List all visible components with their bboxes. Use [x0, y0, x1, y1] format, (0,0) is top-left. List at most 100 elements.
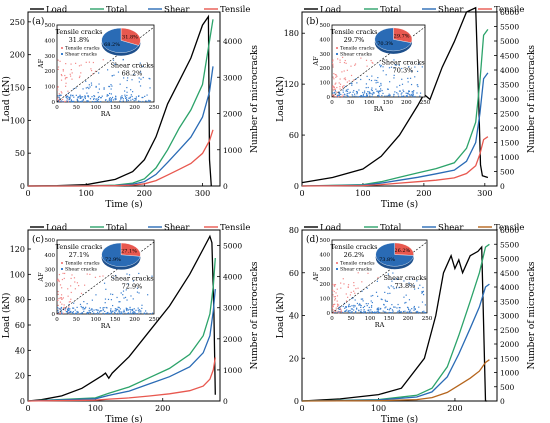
shear-crack-point [334, 90, 336, 92]
inset-tensile-percent: 29.7% [344, 36, 365, 44]
tensile-crack-point [57, 293, 59, 296]
shear-crack-point [356, 92, 358, 94]
shear-crack-point [136, 287, 139, 289]
tensile-crack-point [57, 68, 59, 71]
tensile-crack-point [336, 75, 338, 77]
shear-crack-point [95, 309, 97, 311]
shear-crack-point [387, 286, 389, 288]
shear-crack-point [397, 278, 399, 280]
shear-crack-point [369, 311, 371, 314]
shear-crack-point [338, 92, 341, 94]
shear-crack-point [363, 309, 365, 311]
tensile-crack-point [61, 303, 63, 305]
shear-crack-point [96, 98, 98, 100]
shear-crack-point [140, 312, 142, 314]
shear-crack-point [106, 95, 108, 97]
shear-crack-point [83, 308, 86, 310]
shear-crack-point [396, 92, 398, 94]
shear-crack-point [102, 309, 104, 311]
shear-crack-point [102, 307, 104, 309]
shear-crack-point [356, 308, 358, 310]
tensile-crack-point [58, 279, 60, 281]
shear-crack-point [410, 83, 413, 86]
shear-crack-point [398, 311, 400, 313]
shear-crack-point [410, 311, 413, 314]
y2-tick-label: 3500 [500, 297, 519, 306]
shear-crack-point [379, 90, 382, 92]
shear-crack-point [118, 301, 120, 303]
shear-crack-point [126, 299, 128, 301]
shear-crack-point [381, 94, 383, 97]
shear-crack-point [379, 308, 382, 310]
shear-crack-point [370, 306, 373, 308]
shear-crack-point [108, 99, 110, 101]
shear-crack-point [370, 295, 372, 297]
tensile-crack-point [350, 65, 352, 67]
shear-crack-point [402, 95, 404, 98]
tensile-crack-point [342, 85, 344, 88]
shear-crack-point [122, 290, 125, 292]
inset-y-tick-label: 100 [45, 297, 56, 303]
shear-crack-point [138, 292, 140, 294]
shear-crack-point [419, 95, 421, 97]
inset-y-tick-label: 500 [45, 238, 56, 244]
y2-tick-label: 2000 [500, 124, 519, 133]
shear-crack-point [386, 88, 389, 90]
shear-crack-point [120, 312, 123, 315]
shear-crack-point [119, 308, 121, 310]
shear-crack-point [337, 95, 339, 98]
shear-crack-point [412, 94, 414, 96]
shear-crack-point [106, 307, 108, 309]
y2-axis-label: Number of microcracks [527, 45, 537, 153]
y2-tick-label: 0 [500, 182, 505, 191]
tensile-crack-point [57, 85, 59, 88]
shear-crack-point [134, 311, 136, 313]
shear-crack-point [338, 91, 341, 93]
shear-crack-point [405, 92, 407, 94]
shear-crack-point [91, 100, 94, 103]
shear-crack-point [408, 299, 411, 301]
shear-crack-point [401, 78, 403, 80]
shear-crack-point [377, 81, 379, 84]
shear-crack-point [405, 95, 407, 97]
y-tick-label: 60 [289, 269, 299, 278]
y-tick-label: 40 [289, 312, 299, 321]
inset-tensile-title: Tensile cracks [331, 28, 378, 36]
tensile-crack-point [332, 303, 335, 306]
shear-crack-point [401, 95, 403, 97]
shear-crack-point [139, 62, 141, 64]
tensile-crack-point [336, 303, 339, 305]
shear-crack-point [393, 59, 395, 61]
shear-crack-point [58, 95, 61, 97]
shear-crack-point [400, 311, 402, 313]
shear-crack-point [394, 91, 396, 93]
x-tick-label: 200 [447, 404, 462, 413]
legend-label-total: Total [380, 223, 402, 233]
legend-label-tensile: Tensile [494, 5, 524, 15]
shear-crack-point [91, 310, 94, 312]
shear-crack-point [347, 95, 349, 98]
shear-crack-point [140, 78, 142, 80]
shear-crack-point [93, 95, 96, 97]
shear-crack-point [352, 95, 354, 97]
legend-label-load: Load [320, 5, 342, 15]
shear-crack-point [69, 100, 71, 103]
shear-crack-point [377, 94, 379, 97]
shear-crack-point [379, 90, 381, 92]
shear-crack-point [129, 306, 131, 309]
inset-x-tick-label: 250 [422, 316, 433, 322]
y2-tick-label: 0 [500, 397, 505, 406]
y2-tick-label: 2500 [500, 326, 519, 335]
tensile-crack-point [63, 100, 65, 103]
x-tick-label: 100 [88, 404, 103, 413]
shear-crack-point [110, 312, 112, 314]
tensile-crack-point [79, 75, 81, 77]
tensile-crack-point [333, 309, 335, 312]
tensile-crack-point [341, 56, 344, 59]
legend-label-total: Total [106, 223, 128, 233]
tensile-crack-point [90, 68, 92, 70]
shear-crack-point [86, 303, 88, 305]
shear-crack-point [76, 311, 79, 313]
x-tick-label: 100 [79, 189, 94, 198]
shear-crack-point [399, 307, 401, 309]
